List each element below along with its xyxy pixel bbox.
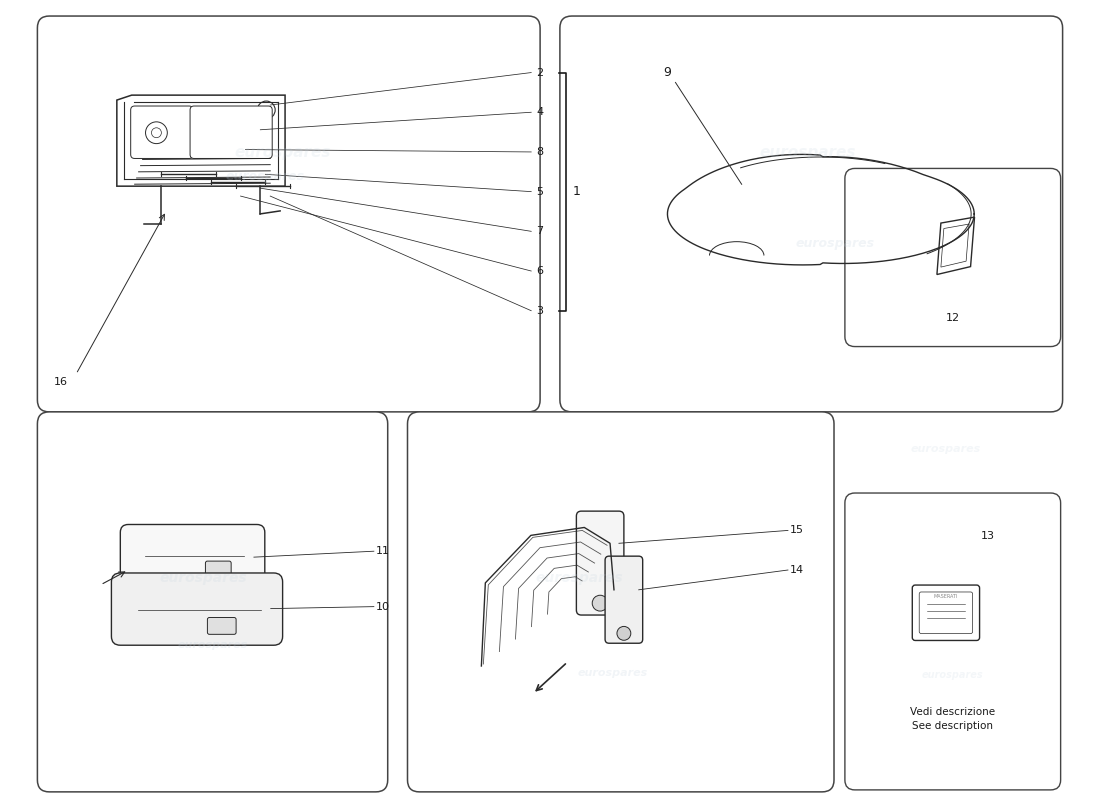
- Text: eurospares: eurospares: [177, 640, 248, 650]
- Text: 1: 1: [573, 185, 581, 198]
- Text: 15: 15: [790, 526, 804, 535]
- Text: 2: 2: [536, 67, 543, 78]
- FancyBboxPatch shape: [208, 618, 236, 634]
- Text: 8: 8: [536, 147, 543, 157]
- Text: 14: 14: [790, 565, 804, 575]
- FancyBboxPatch shape: [111, 573, 283, 646]
- Text: 7: 7: [536, 226, 543, 236]
- Text: eurospares: eurospares: [578, 668, 648, 678]
- Circle shape: [592, 595, 608, 611]
- Text: eurospares: eurospares: [160, 571, 248, 585]
- FancyBboxPatch shape: [912, 585, 980, 641]
- Text: 5: 5: [536, 186, 543, 197]
- FancyBboxPatch shape: [120, 525, 265, 588]
- Text: 11: 11: [376, 546, 389, 556]
- FancyBboxPatch shape: [407, 412, 834, 792]
- Text: 10: 10: [376, 602, 389, 612]
- Text: eurospares: eurospares: [234, 145, 331, 160]
- Text: 16: 16: [54, 377, 68, 387]
- Text: eurospares: eurospares: [536, 571, 624, 585]
- Text: eurospares: eurospares: [922, 670, 983, 680]
- Text: 3: 3: [536, 306, 543, 316]
- FancyBboxPatch shape: [576, 511, 624, 615]
- FancyBboxPatch shape: [845, 493, 1060, 790]
- FancyBboxPatch shape: [560, 16, 1063, 412]
- FancyBboxPatch shape: [920, 592, 972, 634]
- Text: Vedi descrizione
See description: Vedi descrizione See description: [910, 707, 996, 731]
- Text: eurospares: eurospares: [226, 170, 305, 183]
- Text: MASERATI: MASERATI: [934, 594, 958, 599]
- FancyBboxPatch shape: [190, 106, 272, 158]
- Text: 6: 6: [536, 266, 543, 276]
- Text: eurospares: eurospares: [911, 445, 981, 454]
- FancyBboxPatch shape: [845, 169, 1060, 346]
- Circle shape: [617, 626, 630, 640]
- FancyBboxPatch shape: [37, 412, 387, 792]
- FancyBboxPatch shape: [605, 556, 642, 643]
- FancyBboxPatch shape: [131, 106, 192, 158]
- Text: eurospares: eurospares: [795, 238, 874, 250]
- Text: eurospares: eurospares: [759, 145, 856, 160]
- Text: 9: 9: [663, 66, 671, 79]
- FancyBboxPatch shape: [206, 561, 231, 577]
- Text: 13: 13: [980, 531, 994, 541]
- Text: 4: 4: [536, 107, 543, 118]
- Text: 12: 12: [946, 313, 960, 322]
- FancyBboxPatch shape: [37, 16, 540, 412]
